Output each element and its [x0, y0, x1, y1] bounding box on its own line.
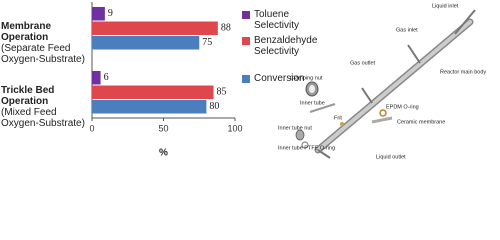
- value-label: 9: [108, 8, 113, 19]
- value-label: 85: [217, 87, 227, 98]
- category-name: Membrane Operation: [1, 21, 52, 43]
- category-name: Trickle Bed Operation: [1, 85, 55, 107]
- legend-label: Benzaldehyde Selectivity: [254, 35, 318, 57]
- diagram-label: Ceramic membrane: [397, 119, 445, 125]
- category-label: Trickle Bed Operation (Mixed Feed Oxygen-…: [1, 85, 91, 129]
- diagram-label: Liquid inlet: [432, 3, 459, 9]
- diagram-label: Inner tube: [300, 100, 325, 106]
- bar: [92, 71, 101, 85]
- x-axis-label: %: [159, 148, 168, 159]
- diagram-label: EPDM O-ring: [386, 104, 419, 110]
- reactor-drawing: [295, 9, 476, 159]
- bar: [92, 85, 214, 99]
- diagram-label: Clamping nut: [290, 75, 323, 81]
- bar: [92, 100, 207, 114]
- diagram-label: Frit: [334, 115, 342, 121]
- x-tick-label: 0: [89, 123, 94, 133]
- chart: Liquid inlet Gas inlet Gas outlet Reacto…: [89, 2, 486, 160]
- diagram-label: Reactor main body: [440, 69, 486, 75]
- value-label: 6: [104, 72, 109, 83]
- figure: Liquid inlet Gas inlet Gas outlet Reacto…: [1, 2, 486, 160]
- value-label: 88: [221, 23, 231, 34]
- diagram-label: Inner tube nut: [278, 125, 312, 131]
- value-label: 75: [202, 37, 212, 48]
- diagram-label: Gas inlet: [396, 27, 418, 33]
- legend-label: Toluene Selectivity: [254, 9, 300, 31]
- diagram-label: Liquid outlet: [376, 154, 406, 160]
- legend-swatch: [242, 11, 250, 19]
- value-label: 80: [209, 101, 219, 112]
- legend-swatch: [242, 75, 250, 83]
- bar: [92, 7, 105, 21]
- category-note: (Separate Feed Oxygen-Substrate): [1, 43, 85, 65]
- category-label: Membrane Operation (Separate Feed Oxygen-…: [1, 21, 91, 65]
- bar: [92, 36, 200, 50]
- legend-label: Conversion: [254, 73, 305, 84]
- category-note: (Mixed Feed Oxygen-Substrate): [1, 107, 85, 129]
- x-tick-label: 50: [158, 123, 168, 133]
- bar: [92, 21, 218, 35]
- diagram-label: Gas outlet: [350, 60, 376, 66]
- diagram-label: Inner tube PTFE O-ring: [278, 145, 335, 151]
- legend-swatch: [242, 37, 250, 45]
- x-tick-label: 100: [227, 123, 242, 133]
